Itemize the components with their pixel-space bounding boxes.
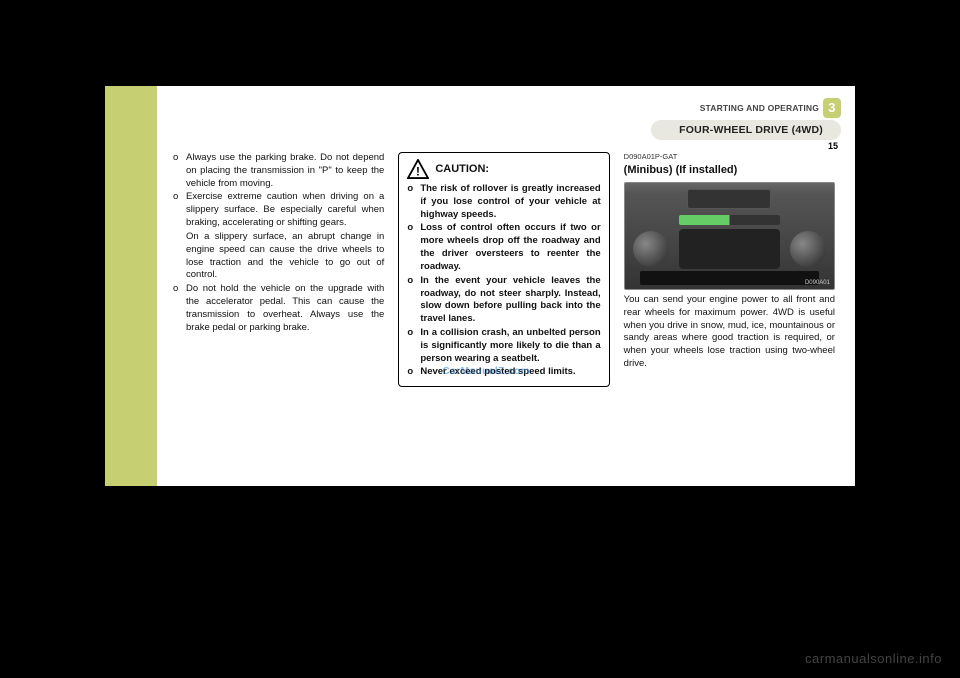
dash-image-ref: D090A01 <box>805 279 830 287</box>
caution-item: oIn the event your vehicle leaves the ro… <box>407 275 600 326</box>
left-green-margin <box>105 86 157 486</box>
caution-text: In the event your vehicle leaves the roa… <box>420 275 600 326</box>
section-tab-label: FOUR-WHEEL DRIVE (4WD) <box>679 124 823 136</box>
caution-title: CAUTION: <box>435 162 489 177</box>
manual-page: STARTING AND OPERATING 3 FOUR-WHEEL DRIV… <box>105 86 855 486</box>
bullet-text: Always use the parking brake. Do not dep… <box>186 152 384 190</box>
col3-title: (Minibus) (If installed) <box>624 163 835 178</box>
bullet-marker: o <box>173 191 186 229</box>
bullet-marker: o <box>407 275 420 326</box>
dash-display <box>687 189 771 209</box>
dash-knob-right <box>790 231 826 267</box>
content-columns: oAlways use the parking brake. Do not de… <box>173 152 835 476</box>
list-item: oDo not hold the vehicle on the upgrade … <box>173 283 384 334</box>
bullet-marker: o <box>173 152 186 190</box>
chapter-number-badge: 3 <box>823 98 841 118</box>
caution-item: oThe risk of rollover is greatly increas… <box>407 183 600 221</box>
watermark-footer: carmanualsonline.info <box>805 651 942 666</box>
dash-radio-unit <box>640 271 819 285</box>
caution-text: Loss of control often occurs if two or m… <box>420 222 600 273</box>
caution-item: oLoss of control often occurs if two or … <box>407 222 600 273</box>
caution-text: Never exceed posted speed limits. <box>420 366 600 379</box>
dashboard-illustration: D090A01 <box>624 182 835 290</box>
bullet-marker: o <box>407 183 420 221</box>
dash-center-panel <box>679 229 780 269</box>
column-1: oAlways use the parking brake. Do not de… <box>173 152 384 476</box>
list-sub-text: On a slippery surface, an abrupt change … <box>173 231 384 282</box>
header-breadcrumb-row: STARTING AND OPERATING 3 <box>700 98 841 118</box>
dash-indicator-strip <box>679 215 780 225</box>
svg-text:!: ! <box>416 164 420 178</box>
list-item: oExercise extreme caution when driving o… <box>173 191 384 229</box>
col3-ref-code: D090A01P-GAT <box>624 152 835 162</box>
column-2: ! CAUTION: oThe risk of rollover is grea… <box>398 152 609 476</box>
caution-box: ! CAUTION: oThe risk of rollover is grea… <box>398 152 609 387</box>
warning-triangle-icon: ! <box>407 159 429 179</box>
caution-bullet-list: oThe risk of rollover is greatly increas… <box>407 183 600 379</box>
caution-item: oIn a collision crash, an unbelted perso… <box>407 327 600 365</box>
bullet-marker: o <box>173 283 186 334</box>
caution-item: oNever exceed posted speed limits. <box>407 366 600 379</box>
caution-text: The risk of rollover is greatly increase… <box>420 183 600 221</box>
bullet-marker: o <box>407 222 420 273</box>
dash-knob-left <box>633 231 669 267</box>
list-item: oAlways use the parking brake. Do not de… <box>173 152 384 190</box>
caution-text: In a collision crash, an unbelted person… <box>420 327 600 365</box>
bullet-text: Do not hold the vehicle on the upgrade w… <box>186 283 384 334</box>
section-tab: FOUR-WHEEL DRIVE (4WD) <box>651 120 841 140</box>
bullet-marker: o <box>407 327 420 365</box>
bullet-marker: o <box>407 366 420 379</box>
col3-body-text: You can send your engine power to all fr… <box>624 294 835 371</box>
bullet-text: Exercise extreme caution when driving on… <box>186 191 384 229</box>
page-number: 15 <box>825 141 841 151</box>
caution-header: ! CAUTION: <box>407 159 600 179</box>
column-3: D090A01P-GAT (Minibus) (If installed) D0… <box>624 152 835 476</box>
col1-bullet-list: oAlways use the parking brake. Do not de… <box>173 152 384 334</box>
breadcrumb-text: STARTING AND OPERATING <box>700 103 819 113</box>
